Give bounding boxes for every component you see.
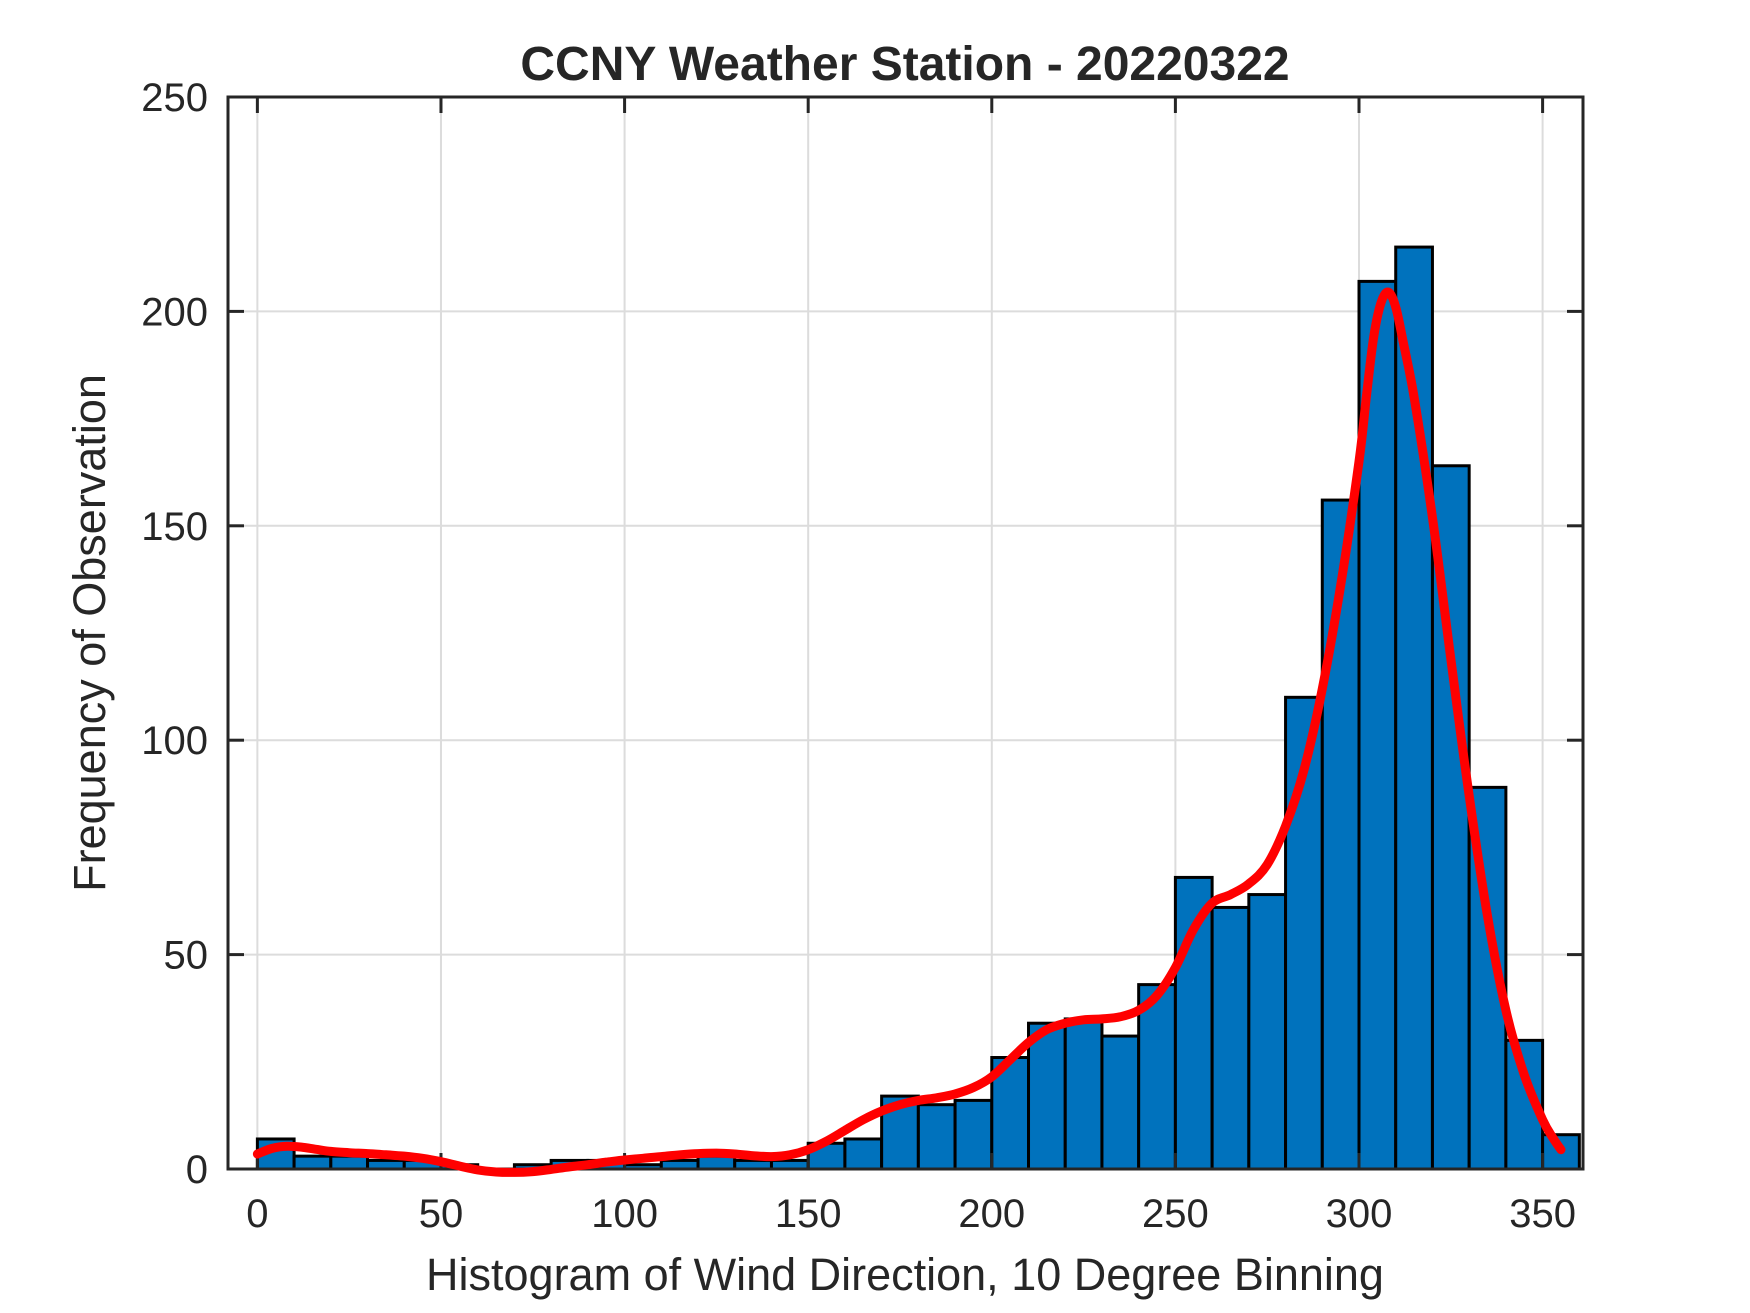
x-axis-label: Histogram of Wind Direction, 10 Degree B…: [426, 1249, 1384, 1300]
chart-title: CCNY Weather Station - 20220322: [520, 38, 1289, 91]
y-tick-label: 200: [141, 290, 208, 334]
x-tick-label: 300: [1326, 1192, 1393, 1236]
y-axis-label: Frequency of Observation: [64, 374, 115, 892]
histogram-bar: [1027, 1021, 1067, 1171]
histogram-bar: [1210, 905, 1251, 1171]
histogram-bar: [1100, 1034, 1141, 1171]
x-tick-label: 100: [591, 1192, 658, 1236]
histogram-bar: [953, 1098, 994, 1171]
density-curve-path: [252, 287, 1566, 1177]
histogram-bar: [916, 1103, 957, 1171]
density-curve: [252, 287, 1566, 1177]
x-tick-label: 0: [246, 1192, 268, 1236]
y-tick-label: 150: [141, 505, 208, 549]
y-tick-label: 50: [164, 934, 209, 978]
x-tick-label: 200: [958, 1192, 1025, 1236]
histogram-bar: [843, 1137, 884, 1171]
x-tick-label: 150: [775, 1192, 842, 1236]
histogram-bar: [1137, 983, 1177, 1171]
y-tick-label: 250: [141, 76, 208, 120]
x-tick-label: 250: [1142, 1192, 1209, 1236]
x-tick-label: 350: [1509, 1192, 1576, 1236]
axes-box: [226, 95, 1585, 1171]
histogram-bar: [292, 1154, 333, 1171]
histogram-bar: [1063, 1017, 1104, 1171]
histogram-bars: [255, 245, 1581, 1171]
histogram-bar: [329, 1154, 370, 1171]
y-tick-label: 0: [186, 1148, 208, 1192]
y-tick-label: 100: [141, 719, 208, 763]
histogram-bar: [1247, 893, 1288, 1171]
tick-labels: 0 50 100 150 200 250 300 350 0 50 100 150 200 250: [141, 76, 1576, 1236]
x-tick-label: 50: [419, 1192, 464, 1236]
